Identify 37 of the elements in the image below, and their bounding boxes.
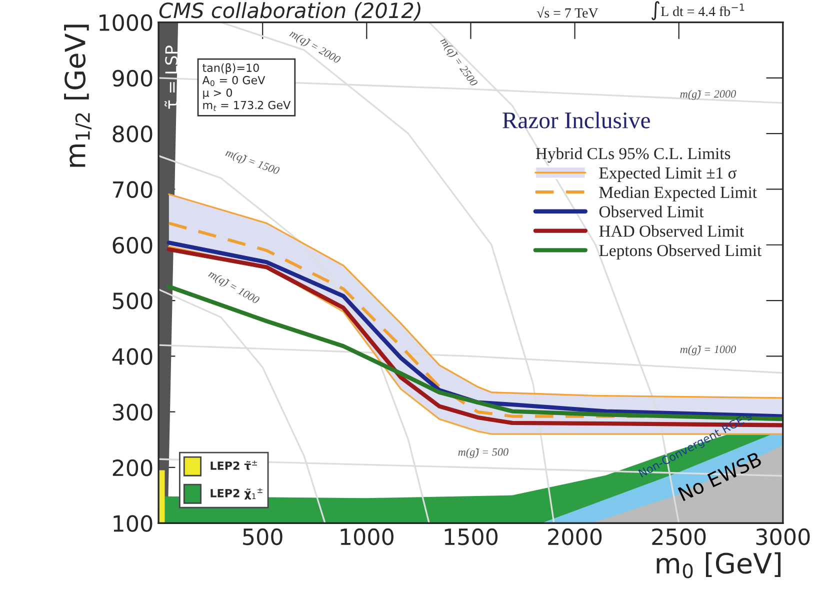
legend-label: Observed Limit — [599, 206, 704, 218]
x-tick-label: 2500 — [652, 528, 706, 546]
legend-label: LEP2 τ̃$^{±}$ — [210, 460, 258, 470]
x-tick-label: 3000 — [756, 528, 810, 546]
legend-label: Expected Limit ±1 σ — [599, 166, 736, 182]
annotation: m(q̃) = 1500 — [224, 148, 280, 177]
legend-label: HAD Observed Limit — [599, 225, 744, 237]
y-axis-title: m$_{1/2}$ [GeV] — [64, 24, 92, 167]
chart-title: CMS collaboration (2012) — [159, 2, 420, 21]
legend-label: Median Expected Limit — [599, 186, 757, 202]
annotation: tan(β)=10 A$_{0}$ = 0 GeV μ > 0 m$_{t}$ = 173.2 GeV — [202, 63, 291, 111]
annotation: m(q̃) = 1000 — [206, 270, 260, 306]
text: √s = 7 TeV — [536, 6, 598, 18]
y-tick-label: 400 — [112, 348, 152, 365]
y-tick-label: 800 — [112, 126, 152, 142]
y-tick-label: 300 — [112, 404, 152, 421]
annotation: m(g̃) = 2000 — [680, 90, 736, 100]
annotation: Razor Inclusive — [502, 112, 650, 128]
y-tick-label: 900 — [112, 70, 152, 87]
x-tick-label: 2000 — [548, 528, 602, 546]
x-axis-title: m$_{0}$ [GeV] — [656, 552, 780, 578]
x-tick-label: 1500 — [444, 528, 498, 546]
legend-label: Leptons Observed Limit — [599, 244, 762, 260]
annotation: m(q̃) = 2000 — [288, 29, 342, 66]
y-tick-label: 200 — [112, 459, 152, 476]
legend-title: Hybrid CLs 95% C.L. Limits — [536, 147, 730, 163]
x-tick-label: 1000 — [340, 528, 394, 546]
legend-label: LEP2 χ̃$_{1}$$^{±}$ — [210, 488, 262, 500]
x-tick-label: 500 — [243, 528, 282, 546]
text: ∫L dt = 4.4 fb$^{−1}$ — [652, 1, 744, 20]
annotation: m(g̃) = 500 — [458, 448, 508, 458]
annotation: m(g̃) = 1000 — [680, 345, 736, 356]
y-tick-label: 100 — [114, 515, 152, 532]
y-tick-label: 500 — [112, 292, 152, 310]
y-tick-label: 700 — [113, 181, 152, 198]
y-tick-label: 1000 — [100, 14, 152, 32]
y-tick-label: 600 — [112, 236, 152, 254]
